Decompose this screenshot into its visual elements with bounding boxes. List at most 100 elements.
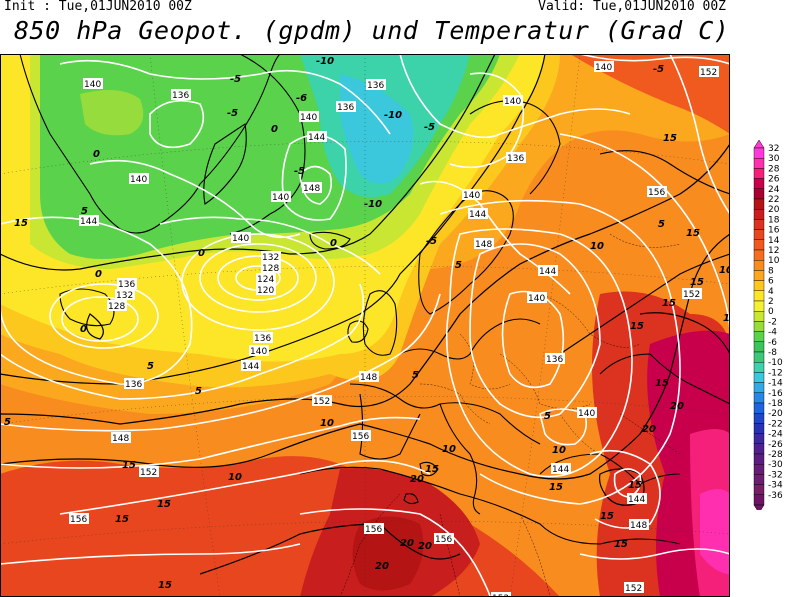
geopot-label-bg-32 <box>538 265 558 276</box>
geopot-label-bg-17 <box>312 395 332 406</box>
legend-label-20: -8 <box>768 348 777 358</box>
temp-label-1: -5 <box>227 108 238 119</box>
geopot-label-1: 136 <box>172 91 189 101</box>
temp-label-14: 0 <box>80 324 87 335</box>
geopot-label-29: 140 <box>463 191 480 201</box>
geopot-label-bg-11 <box>253 332 273 343</box>
legend-swatch-23 <box>753 382 765 394</box>
temp-region-lightgreen-west <box>80 90 144 136</box>
temp-label-33: 15 <box>122 460 136 471</box>
geopot-label-27: 140 <box>504 97 521 107</box>
legend-label-34: -36 <box>768 491 783 501</box>
geopotential-labels: 1401361401441361321281321281241201361401… <box>69 61 719 597</box>
temp-label-42: 15 <box>686 228 700 239</box>
legend-swatch-18 <box>753 331 765 343</box>
temp-label-48: 20 <box>375 561 389 572</box>
temp-label-27: 10 <box>552 445 566 456</box>
geopot-label-bg-25 <box>336 101 356 112</box>
geopot-label-bg-10 <box>256 284 276 295</box>
geopot-label-bg-41 <box>594 61 614 72</box>
geopot-label-34: 136 <box>546 355 563 365</box>
temp-label-13: 0 <box>95 269 102 280</box>
legend-label-18: -4 <box>768 328 777 338</box>
geopot-label-bg-35 <box>577 407 597 418</box>
temp-label-45: 20 <box>410 474 424 485</box>
geopot-label-38: 148 <box>630 521 647 531</box>
legend-label-21: -10 <box>768 358 783 368</box>
geopot-label-37: 144 <box>628 495 645 505</box>
geopot-label-bg-43 <box>69 513 89 524</box>
temp-label-12: 0 <box>198 248 205 259</box>
geopot-label-bg-5 <box>115 289 135 300</box>
temp-label-49: 10 <box>719 265 730 276</box>
geopot-label-31: 148 <box>475 240 492 250</box>
temp-label-19: 5 <box>455 260 462 271</box>
geopot-label-bg-7 <box>261 251 281 262</box>
geopot-label-14: 136 <box>125 380 142 390</box>
geopot-label-33: 140 <box>528 294 545 304</box>
temp-label-20: 5 <box>412 370 419 381</box>
legend-swatch-27 <box>753 423 765 434</box>
header: Init : Tue,01JUN2010 00Z Valid: Tue,01JU… <box>0 0 790 52</box>
temp-label-8: -5 <box>426 236 437 247</box>
temp-region-red-northeast <box>570 54 730 134</box>
temp-label-43: 20 <box>670 401 684 412</box>
legend-label-8: 16 <box>768 226 780 236</box>
geopot-label-18: 156 <box>352 432 369 442</box>
temp-label-25: 10 <box>228 472 242 483</box>
legend-swatch-14 <box>753 290 765 302</box>
geopot-label-47: 152 <box>625 584 642 594</box>
chart-title: 850 hPa Geopot. (gpdm) und Temperatur (G… <box>14 16 730 45</box>
legend-swatch-28 <box>753 433 765 445</box>
legend-label-11: 10 <box>768 256 780 266</box>
geopot-label-bg-15 <box>111 432 131 443</box>
geopot-label-bg-20 <box>271 191 291 202</box>
legend-label-25: -18 <box>768 399 783 409</box>
legend-swatch-4 <box>753 188 765 200</box>
temp-label-51: 15 <box>663 133 677 144</box>
geopot-label-bg-8 <box>261 262 281 273</box>
temp-label-28: 15 <box>14 218 28 229</box>
legend-label-27: -22 <box>768 419 783 429</box>
temp-label-9: -5 <box>653 64 664 75</box>
geopot-label-bg-9 <box>256 273 276 284</box>
geopot-label-bg-33 <box>527 292 547 303</box>
temp-label-0: -5 <box>230 74 241 85</box>
geopot-label-0: 140 <box>84 80 101 90</box>
temp-label-40: 15 <box>614 539 628 550</box>
legend-label-24: -16 <box>768 389 783 399</box>
legend-swatch-26 <box>753 413 765 424</box>
legend-swatch-11 <box>753 259 765 271</box>
temp-label-18: 5 <box>195 386 202 397</box>
legend-label-4: 24 <box>768 185 780 195</box>
geopot-label-45: 156 <box>435 535 452 545</box>
legend-label-17: -2 <box>768 317 777 327</box>
legend-label-10: 12 <box>768 246 779 256</box>
graticule <box>0 54 730 597</box>
temp-label-16: 5 <box>81 206 88 217</box>
legend-label-16: 0 <box>768 307 774 317</box>
geopot-label-bg-29 <box>462 189 482 200</box>
legend-label-22: -12 <box>768 368 783 378</box>
temp-label-4: -10 <box>384 110 402 121</box>
temp-label-37: 15 <box>549 482 563 493</box>
legend-label-29: -26 <box>768 440 783 450</box>
legend-label-23: -14 <box>768 379 783 389</box>
legend-label-7: 18 <box>768 215 780 225</box>
geopot-label-bg-28 <box>506 152 526 163</box>
legend-swatch-29 <box>753 443 765 455</box>
geopot-label-bg-40 <box>647 186 667 197</box>
geopot-label-bg-21 <box>231 232 251 243</box>
geopot-label-bg-34 <box>545 353 565 364</box>
temp-label-26: 10 <box>442 444 456 455</box>
temp-label-34: 15 <box>157 499 171 510</box>
temp-label-3: -10 <box>316 56 334 67</box>
geopot-label-10: 120 <box>257 286 274 296</box>
legend-swatch-30 <box>753 453 765 465</box>
geopot-label-bg-14 <box>124 378 144 389</box>
geopot-label-6: 128 <box>108 302 125 312</box>
temp-label-5: -5 <box>424 122 435 133</box>
legend-label-30: -28 <box>768 450 783 460</box>
geopot-label-40: 156 <box>648 188 665 198</box>
geopot-label-4: 136 <box>118 280 135 290</box>
